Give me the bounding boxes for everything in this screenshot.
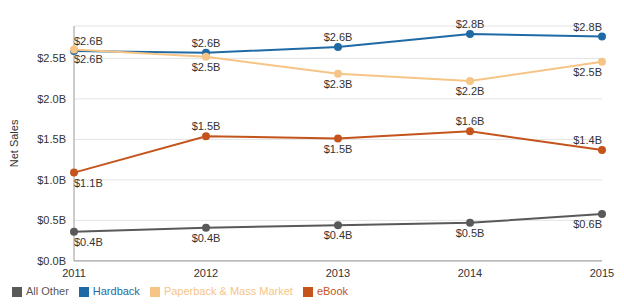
svg-text:$2.5B: $2.5B <box>573 66 602 78</box>
svg-text:$2.2B: $2.2B <box>456 85 485 97</box>
svg-text:$2.3B: $2.3B <box>324 78 353 90</box>
svg-text:$2.6B: $2.6B <box>74 35 103 47</box>
svg-text:$1.6B: $1.6B <box>456 115 485 127</box>
svg-text:$1.1B: $1.1B <box>74 177 103 189</box>
svg-text:$0.5B: $0.5B <box>456 227 485 239</box>
svg-text:Net Sales: Net Sales <box>8 119 20 167</box>
svg-text:$2.6B: $2.6B <box>192 37 221 49</box>
svg-text:2012: 2012 <box>194 267 218 279</box>
svg-text:$2.6B: $2.6B <box>74 53 103 65</box>
svg-text:$2.5B: $2.5B <box>192 61 221 73</box>
svg-text:$0.6B: $0.6B <box>573 218 602 230</box>
svg-text:$1.5B: $1.5B <box>192 120 221 132</box>
html-text:Paperback & Mass Market: Paperback & Mass Market <box>163 284 293 297</box>
svg-text:$0.4B: $0.4B <box>74 236 103 248</box>
html-text:eBook: eBook <box>316 284 349 297</box>
svg-text:$1.5B: $1.5B <box>324 143 353 155</box>
svg-text:$2.8B: $2.8B <box>573 21 602 33</box>
html-text:All Other: All Other <box>26 284 69 297</box>
svg-text:$1.5B: $1.5B <box>37 133 66 145</box>
svg-text:$0.4B: $0.4B <box>192 232 221 244</box>
svg-text:$0.4B: $0.4B <box>324 229 353 241</box>
svg-text:$2.0B: $2.0B <box>37 93 66 105</box>
svg-text:2014: 2014 <box>458 267 482 279</box>
svg-text:$2.8B: $2.8B <box>456 18 485 30</box>
svg-text:$1.0B: $1.0B <box>37 174 66 186</box>
svg-text:2015: 2015 <box>590 267 614 279</box>
svg-text:$2.5B: $2.5B <box>37 52 66 64</box>
html-text:Hardback: Hardback <box>92 284 140 297</box>
svg-text:$1.4B: $1.4B <box>573 134 602 146</box>
svg-text:$2.6B: $2.6B <box>324 31 353 43</box>
svg-text:$0.0B: $0.0B <box>37 255 66 267</box>
svg-text:2013: 2013 <box>326 267 350 279</box>
svg-text:$0.5B: $0.5B <box>37 214 66 226</box>
svg-text:2011: 2011 <box>62 267 86 279</box>
